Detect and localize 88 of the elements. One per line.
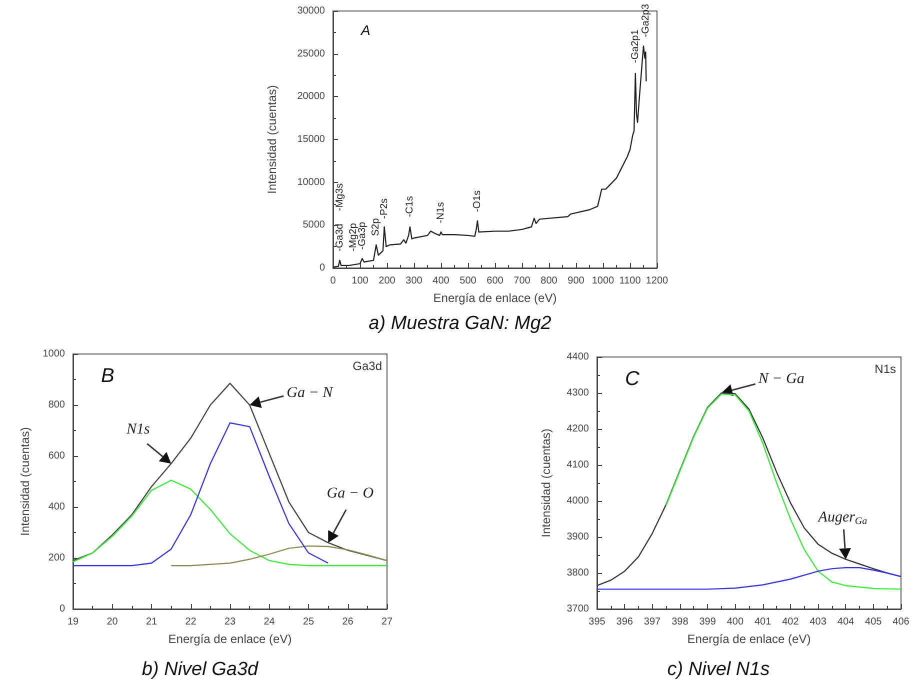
annotation: Ga − N [286, 385, 334, 401]
annotation: Ga3d [352, 359, 382, 373]
annotation: B [101, 365, 114, 387]
x-tick-label: 300 [406, 276, 423, 286]
x-tick-label: 400 [432, 276, 450, 286]
x-tick-label: 402 [782, 616, 800, 628]
x-tick-label: 600 [486, 276, 504, 286]
x-tick-label: 25 [302, 616, 314, 628]
x-tick-label: 27 [381, 616, 393, 628]
x-tick-label: 1100 [619, 276, 642, 286]
x-tick-label: 19 [67, 616, 79, 628]
annotation: N − Ga [757, 371, 804, 387]
annotation: C [625, 368, 640, 390]
annotation: -Ga2p1 [630, 29, 641, 63]
y-tick-label: 4300 [566, 388, 590, 398]
x-tick-label: 23 [224, 616, 236, 628]
x-tick-label: 21 [146, 616, 158, 628]
y-tick-label: 30000 [297, 6, 326, 16]
annotation: -P2s [378, 198, 390, 219]
annotation: N1s [125, 422, 150, 438]
annotation: -Ga3d [334, 224, 346, 252]
y-axis-title: Intensidad (cuentas) [539, 428, 553, 538]
x-tick-label: 0 [330, 276, 336, 286]
x-tick-label: 20 [106, 616, 118, 628]
y-tick-label: 4200 [566, 424, 590, 434]
x-tick-label: 401 [754, 616, 772, 628]
x-tick-label: 22 [185, 616, 197, 628]
annotation: -N1s [436, 202, 446, 224]
annotation: Ga − O [326, 486, 374, 502]
x-tick-label: 200 [378, 276, 396, 286]
annotation: -O1s [472, 190, 483, 212]
x-tick-label: 1000 [592, 276, 615, 286]
y-tick-label: 0 [319, 262, 326, 274]
x-tick-label: 404 [837, 616, 855, 628]
text: a) Muestra GaN: Mg2 [368, 313, 552, 334]
x-tick-label: 900 [568, 276, 585, 286]
annotation: N1s [874, 362, 896, 376]
x-tick-label: 800 [540, 276, 558, 286]
x-tick-label: 400 [726, 616, 744, 628]
annotation: -Ga3p [357, 221, 368, 250]
x-tick-label: 396 [616, 616, 634, 628]
text: b) Nivel Ga3d [142, 659, 260, 680]
x-tick-label: 500 [460, 276, 477, 286]
x-axis-title: Energía de enlace (eV) [687, 632, 811, 646]
line-series [72, 480, 388, 566]
y-tick-label: 25000 [297, 48, 326, 60]
y-axis-title: Intensidad (cuentas) [265, 85, 279, 194]
line-series [596, 567, 902, 590]
annotation: -C1s [404, 196, 416, 218]
annotation: -Ga2p3 [640, 3, 652, 38]
y-tick-label: 800 [48, 400, 66, 410]
annotation: S2p [370, 218, 382, 236]
annotation: -Mg2p [348, 222, 359, 252]
x-tick-label: 397 [644, 616, 662, 628]
y-tick-label: 4400 [566, 352, 590, 362]
x-tick-label: 406 [892, 616, 910, 628]
y-tick-label: 15000 [297, 134, 326, 145]
x-tick-label: 26 [342, 616, 354, 628]
y-tick-label: 200 [48, 552, 66, 564]
annotation: A [360, 22, 370, 38]
x-tick-label: 405 [865, 616, 882, 628]
x-tick-label: 399 [699, 616, 716, 628]
y-tick-label: 4100 [566, 460, 590, 470]
y-tick-label: 4000 [566, 496, 590, 506]
line-series [72, 422, 329, 566]
text: c) Nivel N1s [667, 659, 770, 680]
x-tick-label: 100 [352, 276, 369, 286]
y-tick-label: 3900 [566, 532, 590, 542]
y-tick-label: 10000 [297, 176, 326, 188]
x-tick-label: 700 [514, 276, 531, 286]
x-tick-label: 403 [810, 616, 827, 628]
y-tick-label: 3800 [566, 568, 590, 578]
x-axis-title: Energía de enlace (eV) [433, 291, 557, 305]
y-tick-label: 600 [48, 450, 66, 462]
y-tick-label: 0 [59, 604, 66, 614]
y-tick-label: 1000 [42, 348, 66, 360]
annotation: -Mg3s [334, 183, 346, 211]
y-tick-label: 5000 [302, 220, 326, 231]
x-axis-title: Energía de enlace (eV) [168, 632, 292, 646]
x-tick-label: 398 [672, 616, 689, 628]
x-tick-label: 1200 [646, 276, 669, 286]
y-axis-title: Intensidad (cuentas) [18, 427, 32, 536]
y-tick-label: 20000 [297, 91, 326, 102]
line-series [170, 545, 388, 566]
y-tick-label: 400 [48, 502, 66, 512]
x-tick-label: 395 [588, 616, 606, 628]
x-tick-label: 24 [264, 616, 276, 628]
y-tick-label: 3700 [566, 604, 590, 614]
